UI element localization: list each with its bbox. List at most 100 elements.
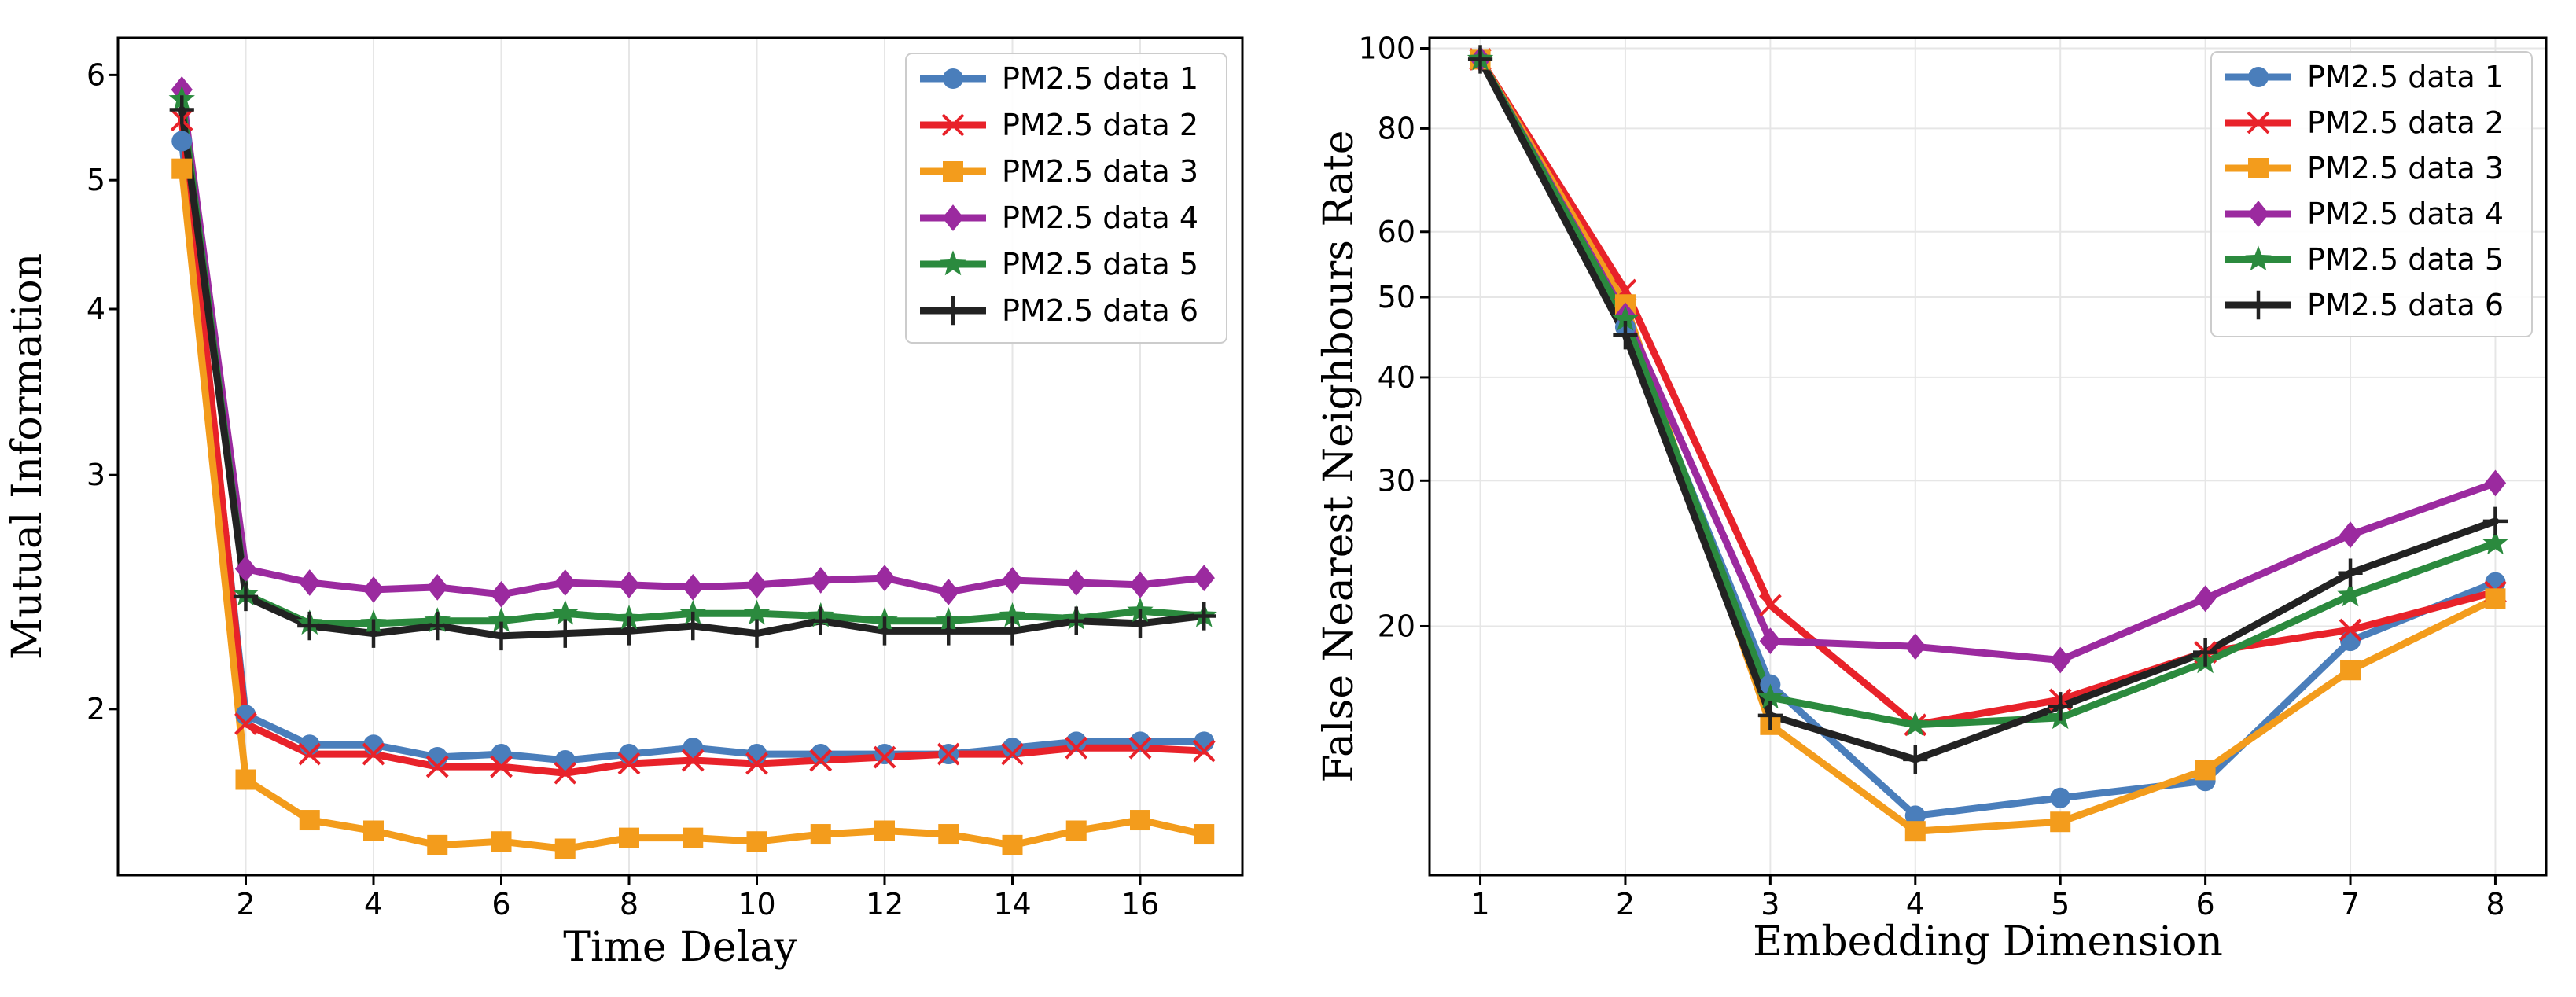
legend: PM2.5 data 1 PM2.5 data 2 PM2.5 data 3 PM2.…: [2210, 51, 2533, 337]
x-tick-label: 10: [738, 887, 775, 922]
data-point-pm2-5-data-3: [619, 827, 639, 848]
legend-item: PM2.5 data 4: [2225, 197, 2504, 231]
data-point-pm2-5-data-4: [234, 555, 257, 583]
data-point-pm2-5-data-6: [616, 616, 642, 646]
data-point-pm2-5-data-6: [361, 619, 386, 648]
data-point-pm2-5-data-1: [1130, 731, 1150, 752]
data-point-pm2-5-data-3: [299, 810, 320, 831]
data-point-pm2-5-data-4: [874, 565, 896, 591]
legend-item: PM2.5 data 1: [920, 61, 1198, 96]
data-point-pm2-5-data-2: [745, 752, 768, 775]
y-tick-label: 2: [86, 692, 105, 727]
legend-item: PM2.5 data 5: [920, 247, 1198, 281]
data-point-pm2-5-data-3: [2485, 588, 2506, 609]
x-tick-label: 2: [236, 887, 255, 922]
axes-frame: [116, 36, 1244, 877]
mutual-information-chart: 2 4 6 8 10 12 14 16 2 3 4 5 6 Time Delay Mutual Inform…: [4, 36, 1244, 971]
data-point-pm2-5-data-4: [810, 567, 832, 594]
data-point-pm2-5-data-6: [1128, 609, 1153, 638]
data-point-pm2-5-data-5: [488, 607, 515, 632]
data-point-pm2-5-data-6: [872, 616, 897, 646]
y-tick-label: 30: [1378, 463, 1415, 498]
legend-marker-pm2-5-data-3: [943, 161, 963, 182]
data-point-pm2-5-data-4: [1904, 633, 1926, 660]
legend-item: PM2.5 data 2: [2225, 105, 2504, 140]
legend-item: PM2.5 data 4: [920, 201, 1198, 235]
data-point-pm2-5-data-2: [1001, 742, 1024, 766]
data-point-pm2-5-data-4: [362, 576, 385, 603]
legend-label: PM2.5 data 3: [2307, 151, 2504, 186]
x-tick-label: 4: [1906, 887, 1925, 922]
data-point-pm2-5-data-3: [2340, 660, 2361, 681]
legend-item: PM2.5 data 3: [2225, 151, 2504, 186]
y-tick-label: 100: [1358, 31, 1415, 65]
data-point-pm2-5-data-5: [2337, 581, 2364, 607]
legend-label: PM2.5 data 6: [1002, 293, 1198, 328]
data-point-pm2-5-data-1: [810, 744, 831, 765]
data-point-pm2-5-data-3: [491, 831, 512, 852]
data-point-pm2-5-data-1: [1002, 738, 1023, 759]
legend-marker-pm2-5-data-2: [941, 113, 965, 137]
data-point-pm2-5-data-6: [2048, 692, 2073, 721]
data-point-pm2-5-data-6: [425, 611, 450, 641]
data-point-pm2-5-data-2: [873, 745, 896, 769]
false-nearest-neighbours-chart: 1 2 3 4 5 6 7 8 20 30 40 50 60 80 100 Embedding Dimensi…: [1316, 31, 2548, 966]
data-point-pm2-5-data-4: [1193, 565, 1215, 591]
data-point-pm2-5-data-6: [2482, 506, 2508, 536]
data-point-pm2-5-data-6: [2193, 638, 2218, 667]
legend-label: PM2.5 data 2: [2307, 105, 2504, 140]
data-point-pm2-5-data-1: [874, 744, 895, 765]
x-axis-title: Embedding Dimension: [1753, 918, 2223, 966]
data-point-pm2-5-data-2: [937, 742, 960, 766]
data-point-pm2-5-data-3: [1002, 834, 1023, 855]
data-point-pm2-5-data-3: [363, 820, 384, 841]
legend-label: PM2.5 data 1: [2307, 60, 2504, 94]
data-point-pm2-5-data-3: [1904, 821, 1926, 842]
data-point-pm2-5-data-3: [2050, 811, 2071, 833]
data-point-pm2-5-data-2: [362, 742, 385, 766]
legend-label: PM2.5 data 2: [1002, 108, 1198, 142]
legend-item: PM2.5 data 1: [2225, 60, 2504, 94]
y-axis-title: Mutual Information: [4, 253, 51, 660]
data-point-pm2-5-data-5: [1757, 683, 1784, 709]
legend-item: PM2.5 data 6: [2225, 288, 2504, 322]
data-point-pm2-5-data-3: [1065, 820, 1087, 841]
data-point-pm2-5-data-4: [618, 572, 640, 598]
data-point-pm2-5-data-4: [2049, 646, 2071, 674]
y-tick-label: 50: [1378, 280, 1415, 315]
x-tick-label: 8: [2486, 887, 2504, 922]
data-point-pm2-5-data-2: [1128, 736, 1152, 760]
data-point-pm2-5-data-2: [1758, 594, 1782, 617]
x-tick-label: 6: [491, 887, 510, 922]
data-point-pm2-5-data-2: [809, 749, 833, 772]
data-point-pm2-5-data-6: [680, 611, 705, 641]
data-point-pm2-5-data-6: [553, 619, 578, 648]
x-tick-label: 8: [620, 887, 638, 922]
legend-marker-pm2-5-data-4: [942, 204, 964, 231]
legend-marker-pm2-5-data-1: [943, 68, 963, 89]
data-point-pm2-5-data-3: [235, 769, 256, 790]
data-point-pm2-5-data-1: [2050, 787, 2071, 808]
x-tick-label: 3: [1761, 887, 1779, 922]
data-point-pm2-5-data-3: [810, 824, 831, 845]
axes-frame: [1428, 36, 2548, 877]
data-point-pm2-5-data-1: [1065, 731, 1087, 752]
series-line-pm2-5-data-5: [1477, 55, 2499, 729]
legend-label: PM2.5 data 5: [1002, 247, 1198, 281]
data-point-pm2-5-data-6: [808, 606, 834, 635]
data-point-pm2-5-data-3: [427, 834, 448, 855]
data-point-pm2-5-data-6: [999, 616, 1025, 646]
x-tick-label: 1: [1470, 887, 1489, 922]
data-point-pm2-5-data-6: [1467, 45, 1493, 74]
data-point-pm2-5-data-6: [1191, 602, 1216, 631]
data-point-pm2-5-data-6: [744, 619, 770, 648]
data-point-pm2-5-data-4: [682, 573, 704, 601]
data-point-pm2-5-data-4: [490, 580, 513, 608]
data-point-pm2-5-data-4: [937, 578, 959, 605]
data-point-pm2-5-data-2: [554, 761, 577, 785]
legend-marker-pm2-5-data-5: [940, 250, 966, 276]
data-point-pm2-5-data-6: [1757, 701, 1783, 730]
series-line-pm2-5-data-6: [1477, 55, 2499, 763]
data-point-pm2-5-data-3: [683, 827, 704, 848]
y-tick-label: 5: [86, 163, 105, 197]
